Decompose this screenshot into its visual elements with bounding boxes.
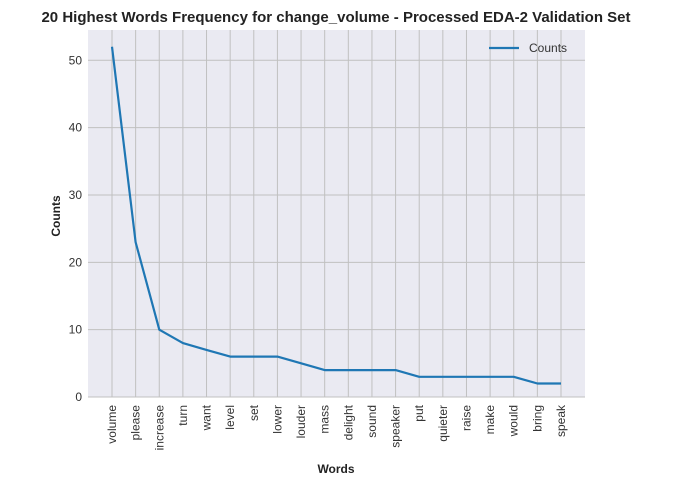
y-tick-label: 10 (69, 323, 83, 337)
y-axis-ticks: 0 10 20 30 40 50 (69, 53, 83, 404)
x-tick-label-speak: speak (554, 404, 568, 437)
y-tick-label: 30 (69, 188, 83, 202)
x-axis-ticks: volume please increase turn want level set lowe… (105, 404, 568, 450)
x-tick-label-louder: louder (294, 405, 308, 438)
x-tick-label-level: level (223, 405, 237, 430)
x-tick-label-please: please (129, 405, 143, 441)
x-tick-label-want: want (200, 404, 214, 431)
plot-area (88, 30, 585, 397)
x-axis-label: Words (317, 462, 354, 476)
x-tick-label-would: would (507, 405, 521, 437)
x-tick-label-turn: turn (176, 405, 190, 426)
x-tick-label-quieter: quieter (436, 405, 450, 442)
x-tick-label-lower: lower (270, 405, 284, 434)
x-tick-label-speaker: speaker (389, 405, 403, 448)
x-tick-label-increase: increase (152, 405, 166, 451)
legend-label-counts: Counts (529, 41, 567, 55)
legend: Counts (489, 41, 567, 55)
y-tick-label: 20 (69, 255, 83, 269)
series-line-counts (110, 46, 561, 385)
x-tick-label-sound: sound (365, 405, 379, 438)
y-tick-label: 0 (75, 390, 82, 404)
x-tick-label-make: make (483, 405, 497, 435)
x-tick-label-raise: raise (459, 405, 473, 431)
y-tick-label: 40 (69, 121, 83, 135)
y-tick-label: 50 (69, 53, 83, 67)
grid-lines (88, 30, 585, 398)
x-tick-label-set: set (247, 404, 261, 421)
x-tick-label-bring: bring (530, 405, 544, 432)
chart-title: 20 Highest Words Frequency for change_vo… (41, 9, 630, 26)
x-tick-label-delight: delight (341, 404, 355, 440)
x-tick-label-put: put (412, 404, 426, 421)
x-tick-label-volume: volume (105, 405, 119, 444)
x-tick-label-mass: mass (318, 405, 332, 434)
y-axis-label: Counts (49, 195, 63, 237)
